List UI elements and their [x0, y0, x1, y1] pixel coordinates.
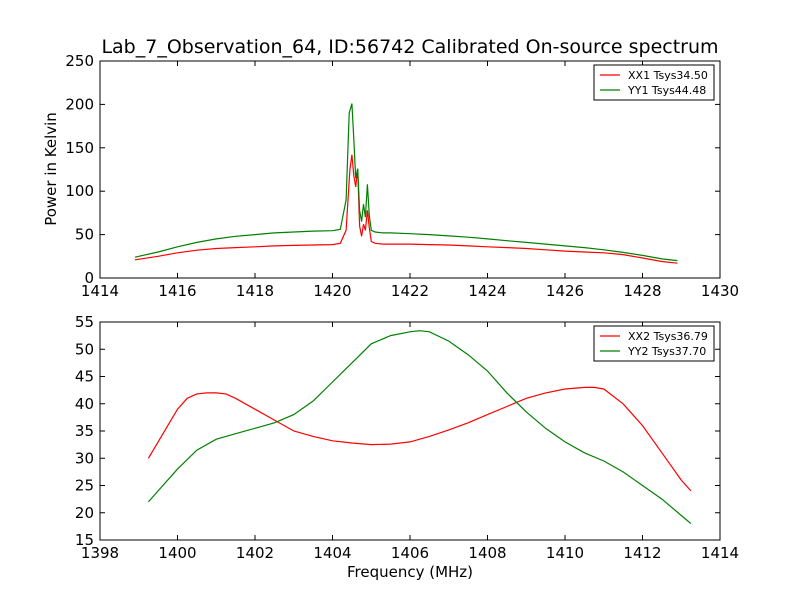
- y-tick-label: 150: [65, 139, 94, 157]
- legend-entry: YY2 Tsys37.70: [627, 345, 706, 358]
- y-tick-label: 55: [75, 313, 94, 331]
- series-line-2: [134, 103, 678, 262]
- y-tick-label: 25: [75, 477, 94, 495]
- chart-title: Lab_7_Observation_64, ID:56742 Calibrate…: [101, 36, 718, 58]
- x-tick-label: 1408: [468, 544, 506, 562]
- x-tick-label: 1420: [313, 282, 351, 300]
- x-tick-label: 1422: [391, 282, 429, 300]
- y-tick-label: 0: [84, 269, 94, 287]
- bottom-panel: 1398 1400 1402 1404 1406 1408 1410 1412 1414 15 20…: [75, 313, 739, 562]
- legend-box: [593, 325, 715, 362]
- x-tick-label: 1414: [81, 282, 119, 300]
- legend-entry: YY1 Tsys44.48: [627, 84, 706, 97]
- legend-entry: XX2 Tsys36.79: [628, 330, 708, 343]
- y-tick-label: 200: [65, 95, 94, 113]
- x-tick-label: 1430: [701, 282, 739, 300]
- y-tick-label: 15: [75, 531, 94, 549]
- y-tick-label: 40: [75, 395, 94, 413]
- x-tick-label: 1418: [236, 282, 274, 300]
- y-tick-label: 20: [75, 504, 94, 522]
- x-tick-label: 1428: [623, 282, 661, 300]
- series-line-1: [134, 154, 678, 264]
- legend: XX2 Tsys36.79 YY2 Tsys37.70: [593, 325, 715, 362]
- x-tick-label: 1398: [81, 544, 119, 562]
- x-axis-label: Frequency (MHz): [347, 563, 473, 581]
- y-tick-label: 50: [75, 340, 94, 358]
- legend: XX1 Tsys34.50 YY1 Tsys44.48: [593, 64, 715, 101]
- x-tick-label: 1414: [701, 544, 739, 562]
- series-line-2: [147, 330, 692, 525]
- x-tick-label: 1412: [623, 544, 661, 562]
- x-tick-label: 1404: [313, 544, 351, 562]
- y-tick-label: 100: [65, 182, 94, 200]
- x-tick-label: 1402: [236, 544, 274, 562]
- x-tick-label: 1406: [391, 544, 429, 562]
- x-tick-label: 1426: [546, 282, 584, 300]
- x-tick-label: 1424: [468, 282, 506, 300]
- y-tick-label: 50: [75, 226, 94, 244]
- legend-box: [593, 64, 715, 101]
- legend-entry: XX1 Tsys34.50: [628, 69, 708, 82]
- top-panel: 1414 1416 1418 1420 1422 1424 1426 1428 1430 0 50 1…: [65, 52, 739, 300]
- y-tick-label: 35: [75, 422, 94, 440]
- y-tick-label: 30: [75, 449, 94, 467]
- y-tick-label: 250: [65, 52, 94, 70]
- x-tick-label: 1400: [158, 544, 196, 562]
- x-tick-label: 1410: [546, 544, 584, 562]
- series-line-1: [147, 386, 692, 492]
- y-tick-label: 45: [75, 368, 94, 386]
- x-tick-label: 1416: [158, 282, 196, 300]
- y-axis-label: Power in Kelvin: [42, 112, 60, 226]
